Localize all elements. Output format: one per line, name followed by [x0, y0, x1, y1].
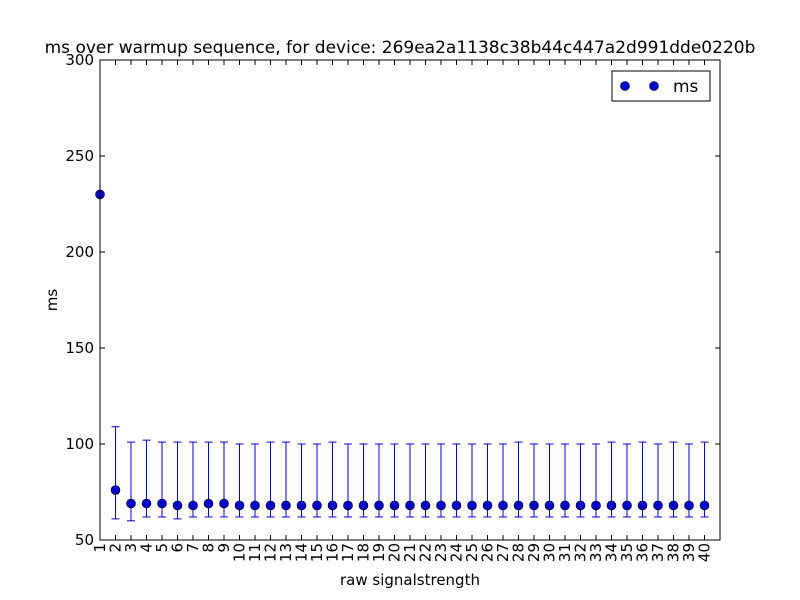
x-tick-label: 8 — [200, 543, 218, 553]
x-tick-label: 5 — [153, 543, 171, 553]
x-tick-label: 11 — [246, 543, 264, 562]
x-tick-label: 38 — [665, 543, 683, 562]
x-tick-label: 9 — [215, 543, 233, 553]
data-point — [203, 498, 214, 509]
data-point — [110, 485, 121, 495]
data-point — [265, 500, 276, 511]
x-tick-label: 28 — [510, 543, 528, 562]
data-point — [389, 500, 400, 511]
data-point — [560, 500, 570, 511]
y-tick-label: 150 — [65, 339, 94, 357]
data-point — [126, 498, 136, 509]
legend-label: ms — [673, 77, 699, 97]
data-point — [451, 500, 462, 511]
data-point — [668, 500, 679, 511]
data-point — [420, 500, 431, 511]
data-point — [172, 500, 183, 511]
x-tick-label: 19 — [370, 543, 388, 562]
x-tick-label: 25 — [463, 543, 481, 562]
x-tick-label: 2 — [107, 543, 125, 553]
data-point — [637, 500, 648, 511]
x-tick-label: 14 — [293, 543, 311, 562]
x-tick-label: 6 — [169, 543, 187, 553]
data-point — [591, 500, 601, 511]
x-tick-label: 20 — [386, 543, 404, 562]
x-tick-label: 40 — [696, 543, 714, 562]
x-tick-label: 21 — [401, 543, 419, 562]
data-point — [281, 500, 291, 511]
x-tick-label: 17 — [339, 543, 357, 562]
x-tick-label: 35 — [618, 543, 636, 562]
x-tick-label: 10 — [231, 543, 249, 562]
data-point — [250, 500, 260, 511]
y-tick-label: 300 — [65, 51, 94, 69]
data-point — [544, 500, 555, 511]
x-tick-label: 7 — [184, 543, 202, 553]
data-point — [327, 500, 338, 511]
data-point — [684, 500, 694, 511]
x-tick-label: 12 — [262, 543, 280, 562]
x-tick-label: 32 — [572, 543, 590, 562]
data-point — [699, 500, 710, 511]
x-tick-label: 39 — [680, 543, 698, 562]
data-point — [622, 500, 632, 511]
data-point — [312, 500, 322, 511]
x-tick-label: 18 — [355, 543, 373, 562]
y-axis-label: ms — [43, 289, 61, 312]
x-tick-label: 13 — [277, 543, 295, 562]
chart-title: ms over warmup sequence, for device: 269… — [45, 38, 756, 58]
legend-marker — [620, 81, 630, 91]
x-tick-label: 30 — [541, 543, 559, 562]
data-point — [343, 500, 353, 511]
x-tick-label: 33 — [587, 543, 605, 562]
x-tick-label: 4 — [138, 543, 156, 553]
data-point — [653, 500, 663, 511]
data-point — [296, 500, 307, 511]
x-axis-label: raw signalstrength — [340, 571, 480, 589]
x-tick-label: 34 — [603, 543, 621, 562]
data-point — [219, 498, 229, 509]
data-point — [513, 500, 524, 511]
x-tick-label: 23 — [432, 543, 450, 562]
y-tick-label: 250 — [65, 147, 94, 165]
x-tick-label: 15 — [308, 543, 326, 562]
data-point — [405, 500, 415, 511]
x-tick-label: 16 — [324, 543, 342, 562]
data-point — [358, 500, 369, 511]
data-point — [467, 500, 477, 511]
x-tick-label: 31 — [556, 543, 574, 562]
legend-marker — [649, 81, 659, 91]
data-point — [234, 500, 245, 511]
x-tick-label: 3 — [122, 543, 140, 553]
x-tick-label: 1 — [91, 543, 109, 553]
data-point — [436, 500, 446, 511]
data-point — [606, 500, 617, 511]
x-tick-label: 29 — [525, 543, 543, 562]
y-tick-label: 200 — [65, 243, 94, 261]
data-point — [482, 500, 493, 511]
data-point — [188, 500, 198, 511]
legend: ms — [611, 70, 711, 102]
x-tick-label: 26 — [479, 543, 497, 562]
x-tick-label: 27 — [494, 543, 512, 562]
data-point — [157, 498, 167, 509]
data-point — [529, 500, 539, 511]
data-point — [141, 498, 152, 509]
data-point — [498, 500, 508, 511]
x-tick-label: 24 — [448, 543, 466, 562]
x-tick-label: 36 — [634, 543, 652, 562]
y-tick-label: 50 — [75, 531, 94, 549]
y-tick-label: 100 — [65, 435, 94, 453]
x-tick-label: 22 — [417, 543, 435, 562]
data-point — [575, 500, 586, 511]
x-tick-label: 37 — [649, 543, 667, 562]
data-point — [374, 500, 384, 511]
